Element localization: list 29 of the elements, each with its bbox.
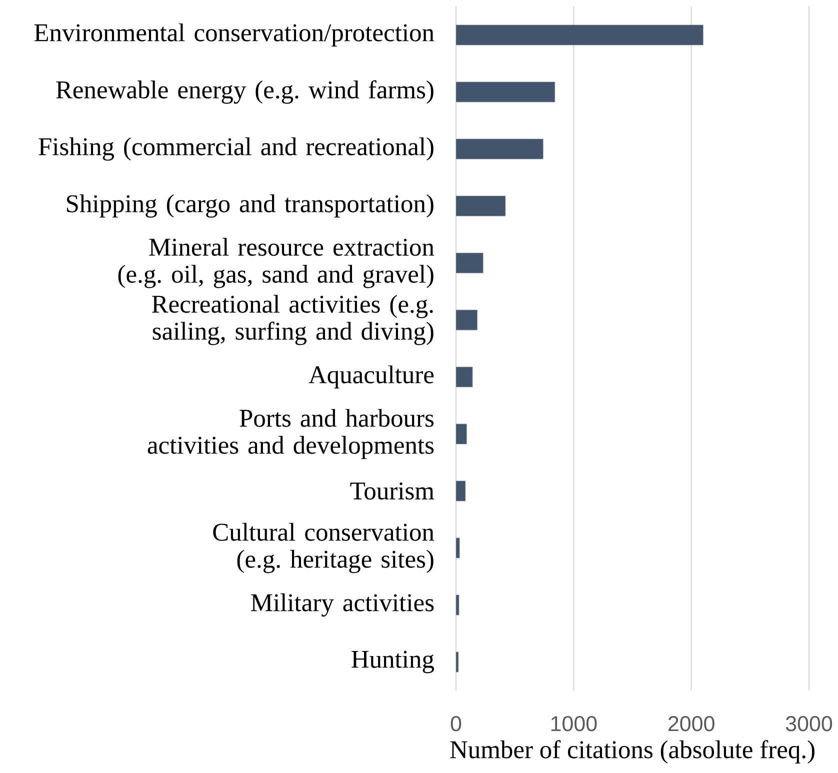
y-tick-label: Mineral resource extraction (e.g. oil, gas, sand and gravel)	[118, 238, 434, 288]
y-tick-label: Cultural conservation (e.g. heritage sites)	[213, 522, 434, 574]
x-tick-label: 1000	[551, 716, 597, 732]
bar	[456, 366, 473, 388]
bar	[456, 538, 460, 558]
bar	[456, 24, 704, 46]
bar	[456, 594, 460, 616]
bar	[456, 138, 544, 160]
x-tick-label: 3000	[786, 716, 832, 732]
y-tick-label: Environmental conservation/protection	[34, 23, 434, 47]
bar	[456, 480, 466, 502]
bar	[456, 424, 467, 444]
bar	[456, 196, 506, 216]
bar	[456, 310, 478, 330]
y-tick-label: Aquaculture	[308, 365, 434, 389]
y-tick-label: Tourism	[350, 482, 434, 500]
y-tick-label: Shipping (cargo and transportation)	[66, 194, 434, 218]
y-tick-label: Renewable energy (e.g. wind farms)	[56, 80, 434, 104]
y-tick-label: Hunting	[352, 650, 434, 674]
y-tick-label: Fishing (commercial and recreational)	[38, 137, 434, 161]
y-tick-label: Military activities	[251, 593, 434, 617]
bar	[456, 82, 556, 102]
y-tick-label: Recreational activities (e.g. sailing, surfing and diving)	[152, 294, 434, 346]
y-tick-label: Ports and harbours activities and developments	[148, 408, 434, 460]
bar	[456, 652, 459, 672]
x-tick-label: 0	[450, 716, 462, 732]
bar	[456, 252, 484, 274]
x-axis-title: Number of citations (absolute freq.)	[450, 740, 814, 764]
x-tick-label: 2000	[668, 716, 714, 732]
